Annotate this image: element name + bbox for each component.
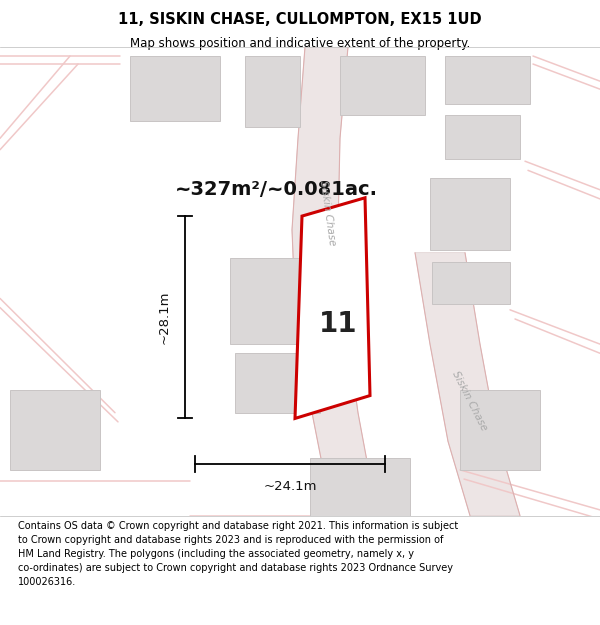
Polygon shape xyxy=(130,56,220,121)
Text: ~28.1m: ~28.1m xyxy=(158,291,171,344)
Polygon shape xyxy=(295,198,370,419)
Polygon shape xyxy=(292,47,375,504)
Polygon shape xyxy=(460,390,540,470)
Text: ~24.1m: ~24.1m xyxy=(263,480,317,493)
Text: 11, SISKIN CHASE, CULLOMPTON, EX15 1UD: 11, SISKIN CHASE, CULLOMPTON, EX15 1UD xyxy=(118,12,482,27)
Polygon shape xyxy=(415,253,520,516)
Text: Map shows position and indicative extent of the property.: Map shows position and indicative extent… xyxy=(130,36,470,49)
Polygon shape xyxy=(10,390,100,470)
Polygon shape xyxy=(230,258,320,344)
Polygon shape xyxy=(245,56,300,127)
Text: Contains OS data © Crown copyright and database right 2021. This information is : Contains OS data © Crown copyright and d… xyxy=(18,521,458,587)
Polygon shape xyxy=(430,178,510,251)
Text: 11: 11 xyxy=(319,310,357,338)
Polygon shape xyxy=(310,459,410,516)
Polygon shape xyxy=(432,262,510,304)
Text: Siskin Chase: Siskin Chase xyxy=(451,370,490,432)
Polygon shape xyxy=(340,56,425,116)
Polygon shape xyxy=(445,56,530,104)
Polygon shape xyxy=(445,116,520,159)
Text: Siskin Chase: Siskin Chase xyxy=(319,179,338,246)
Polygon shape xyxy=(235,353,320,412)
Text: ~327m²/~0.081ac.: ~327m²/~0.081ac. xyxy=(175,180,378,199)
